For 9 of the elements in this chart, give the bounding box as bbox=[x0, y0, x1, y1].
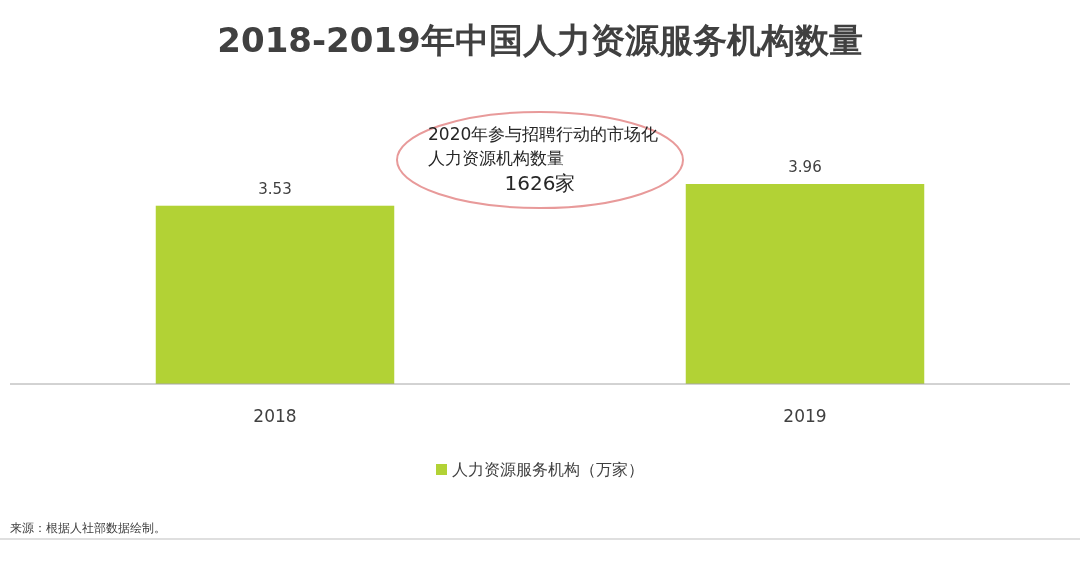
data-label: 3.96 bbox=[788, 158, 822, 176]
annotation: 1626家 bbox=[504, 171, 576, 195]
x-tick-label: 2018 bbox=[253, 406, 297, 426]
x-tick-label: 2019 bbox=[783, 406, 827, 426]
data-label: 3.53 bbox=[258, 179, 292, 198]
chart-title: 2018-2019年中国人力资源服务机构数量 bbox=[217, 20, 863, 60]
legend-label: 人力资源服务机构（万家） bbox=[452, 460, 644, 479]
text: 2020年参与招聘行动的市场化人力资源机构数量 bbox=[428, 124, 659, 168]
source-note: 来源：根据人社部数据绘制。 bbox=[10, 521, 166, 535]
